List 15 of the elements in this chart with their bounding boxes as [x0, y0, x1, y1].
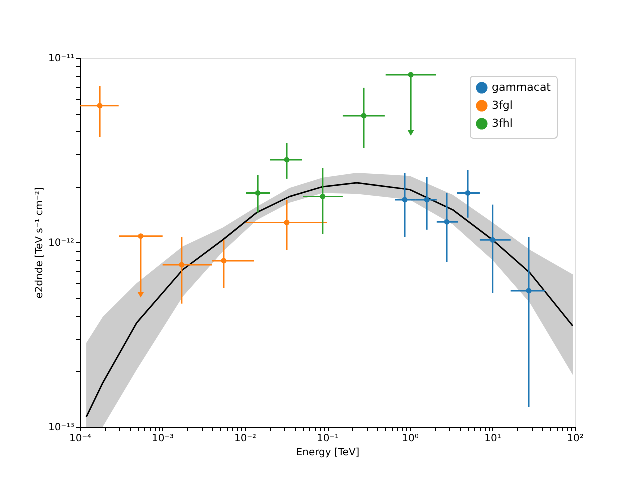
y-tick-label: 10⁻¹³: [48, 422, 74, 434]
y-axis-title: e2dnde [TeV s⁻¹ cm⁻²]: [34, 187, 46, 299]
x-tick-label: 10⁻³: [152, 434, 174, 444]
x-tick-label: 10⁰: [402, 434, 419, 444]
y-tick-label: 10⁻¹¹: [48, 54, 74, 64]
x-tick-label: 10⁻⁴: [69, 434, 92, 444]
x-axis-title: Energy [TeV]: [296, 448, 360, 458]
legend-label: gammacat: [492, 81, 552, 94]
x-tick-label: 10¹: [484, 434, 502, 444]
y-tick-label: 10⁻¹²: [48, 238, 74, 249]
x-tick-label: 10⁻¹: [316, 434, 340, 444]
x-tick-label: 10⁻²: [234, 434, 257, 444]
legend-label: 3fgl: [492, 99, 513, 112]
x-tick-label: 10²: [567, 434, 584, 444]
legend-label: 3fhl: [492, 117, 513, 130]
